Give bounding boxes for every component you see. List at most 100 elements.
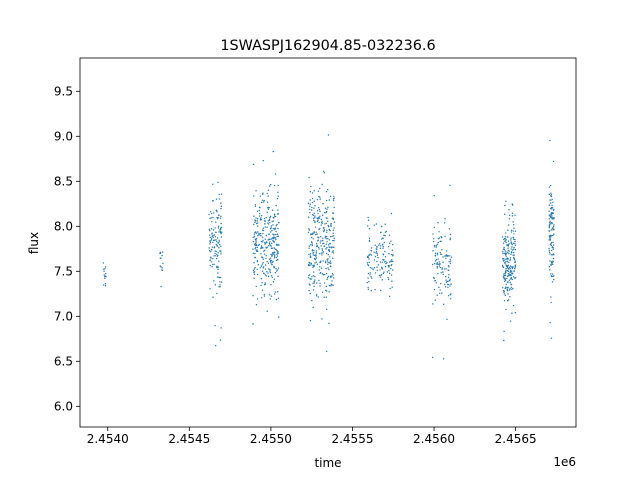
data-point [502, 260, 504, 262]
data-point [551, 208, 553, 210]
data-point [549, 216, 552, 218]
data-point [161, 267, 163, 269]
data-point [510, 286, 513, 288]
data-point [385, 260, 387, 263]
data-point [435, 246, 437, 248]
data-point [550, 194, 553, 196]
data-point [325, 285, 328, 288]
data-point [389, 287, 391, 290]
data-point [252, 269, 255, 272]
data-point [380, 289, 382, 292]
data-point [388, 269, 390, 272]
data-point [277, 227, 279, 230]
data-point [220, 222, 222, 225]
data-point [320, 240, 322, 242]
data-point [252, 252, 255, 254]
data-point [161, 254, 163, 257]
data-point [262, 267, 264, 269]
data-point [308, 176, 310, 179]
data-point [332, 218, 334, 221]
data-point [445, 257, 447, 260]
data-point [448, 261, 450, 263]
data-point [266, 192, 268, 195]
data-point [253, 271, 256, 273]
data-point [219, 228, 222, 231]
data-point [209, 236, 212, 239]
data-point [502, 242, 505, 244]
data-point [444, 255, 446, 257]
data-point [276, 253, 278, 256]
data-point [374, 256, 377, 258]
data-point [316, 198, 319, 201]
plot-frame [79, 57, 577, 428]
data-point [390, 240, 392, 242]
data-point [433, 288, 436, 291]
data-point [256, 218, 259, 220]
data-point [275, 248, 277, 251]
data-point [434, 299, 437, 301]
data-point [315, 231, 317, 233]
data-point [550, 242, 553, 244]
data-point [219, 230, 222, 233]
x-tick-label: 2.4545 [168, 432, 210, 446]
data-point [367, 288, 370, 291]
chart-title: 1SWASPJ162904.85-032236.6 [220, 38, 435, 54]
data-point [254, 205, 257, 208]
data-point [331, 217, 333, 219]
data-point [550, 206, 553, 209]
data-point [255, 243, 258, 246]
data-point [211, 221, 213, 223]
data-point [508, 261, 510, 264]
data-point [548, 210, 550, 212]
data-point [329, 195, 332, 198]
data-point [510, 274, 512, 277]
data-point [440, 253, 442, 255]
data-point [442, 271, 444, 273]
data-point [373, 267, 376, 269]
data-point [550, 202, 552, 204]
data-point [311, 276, 313, 278]
data-point [255, 285, 257, 288]
data-point [260, 284, 262, 287]
data-point [258, 209, 261, 212]
data-point [317, 207, 320, 209]
data-point [262, 258, 264, 260]
data-point [388, 295, 391, 298]
data-point [436, 265, 438, 268]
data-point [256, 273, 259, 276]
data-point [325, 199, 328, 202]
data-point [366, 281, 368, 284]
data-point [272, 220, 275, 222]
data-point [510, 231, 513, 233]
data-point [450, 256, 453, 258]
data-point [216, 266, 218, 269]
data-point [448, 228, 451, 230]
x-tick-label: 2.4540 [87, 432, 129, 446]
data-point [317, 236, 319, 238]
data-point [268, 233, 270, 236]
data-point [551, 275, 553, 278]
x-axis-label: time [314, 456, 341, 470]
data-point [104, 272, 107, 275]
data-point [272, 239, 274, 242]
data-point [449, 262, 452, 265]
data-point [326, 241, 328, 243]
data-point [443, 222, 446, 224]
data-point [511, 272, 513, 274]
data-point [438, 237, 441, 239]
data-point [384, 265, 387, 268]
data-point [439, 292, 441, 294]
data-point [255, 304, 258, 306]
data-point [310, 236, 313, 239]
data-point [506, 288, 509, 291]
data-point [271, 220, 273, 223]
data-point [208, 250, 211, 252]
data-point [324, 223, 326, 225]
data-point [507, 286, 509, 289]
data-point [220, 327, 222, 329]
data-point [551, 281, 554, 283]
x-axis-ticks: 2.4540 2.4545 2.4550 2.4555 2.4560 2.4565 [87, 427, 537, 446]
data-point [312, 217, 315, 220]
data-point [328, 228, 330, 231]
